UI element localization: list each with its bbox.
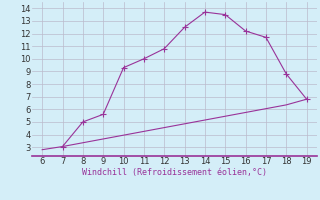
X-axis label: Windchill (Refroidissement éolien,°C): Windchill (Refroidissement éolien,°C)	[82, 168, 267, 177]
